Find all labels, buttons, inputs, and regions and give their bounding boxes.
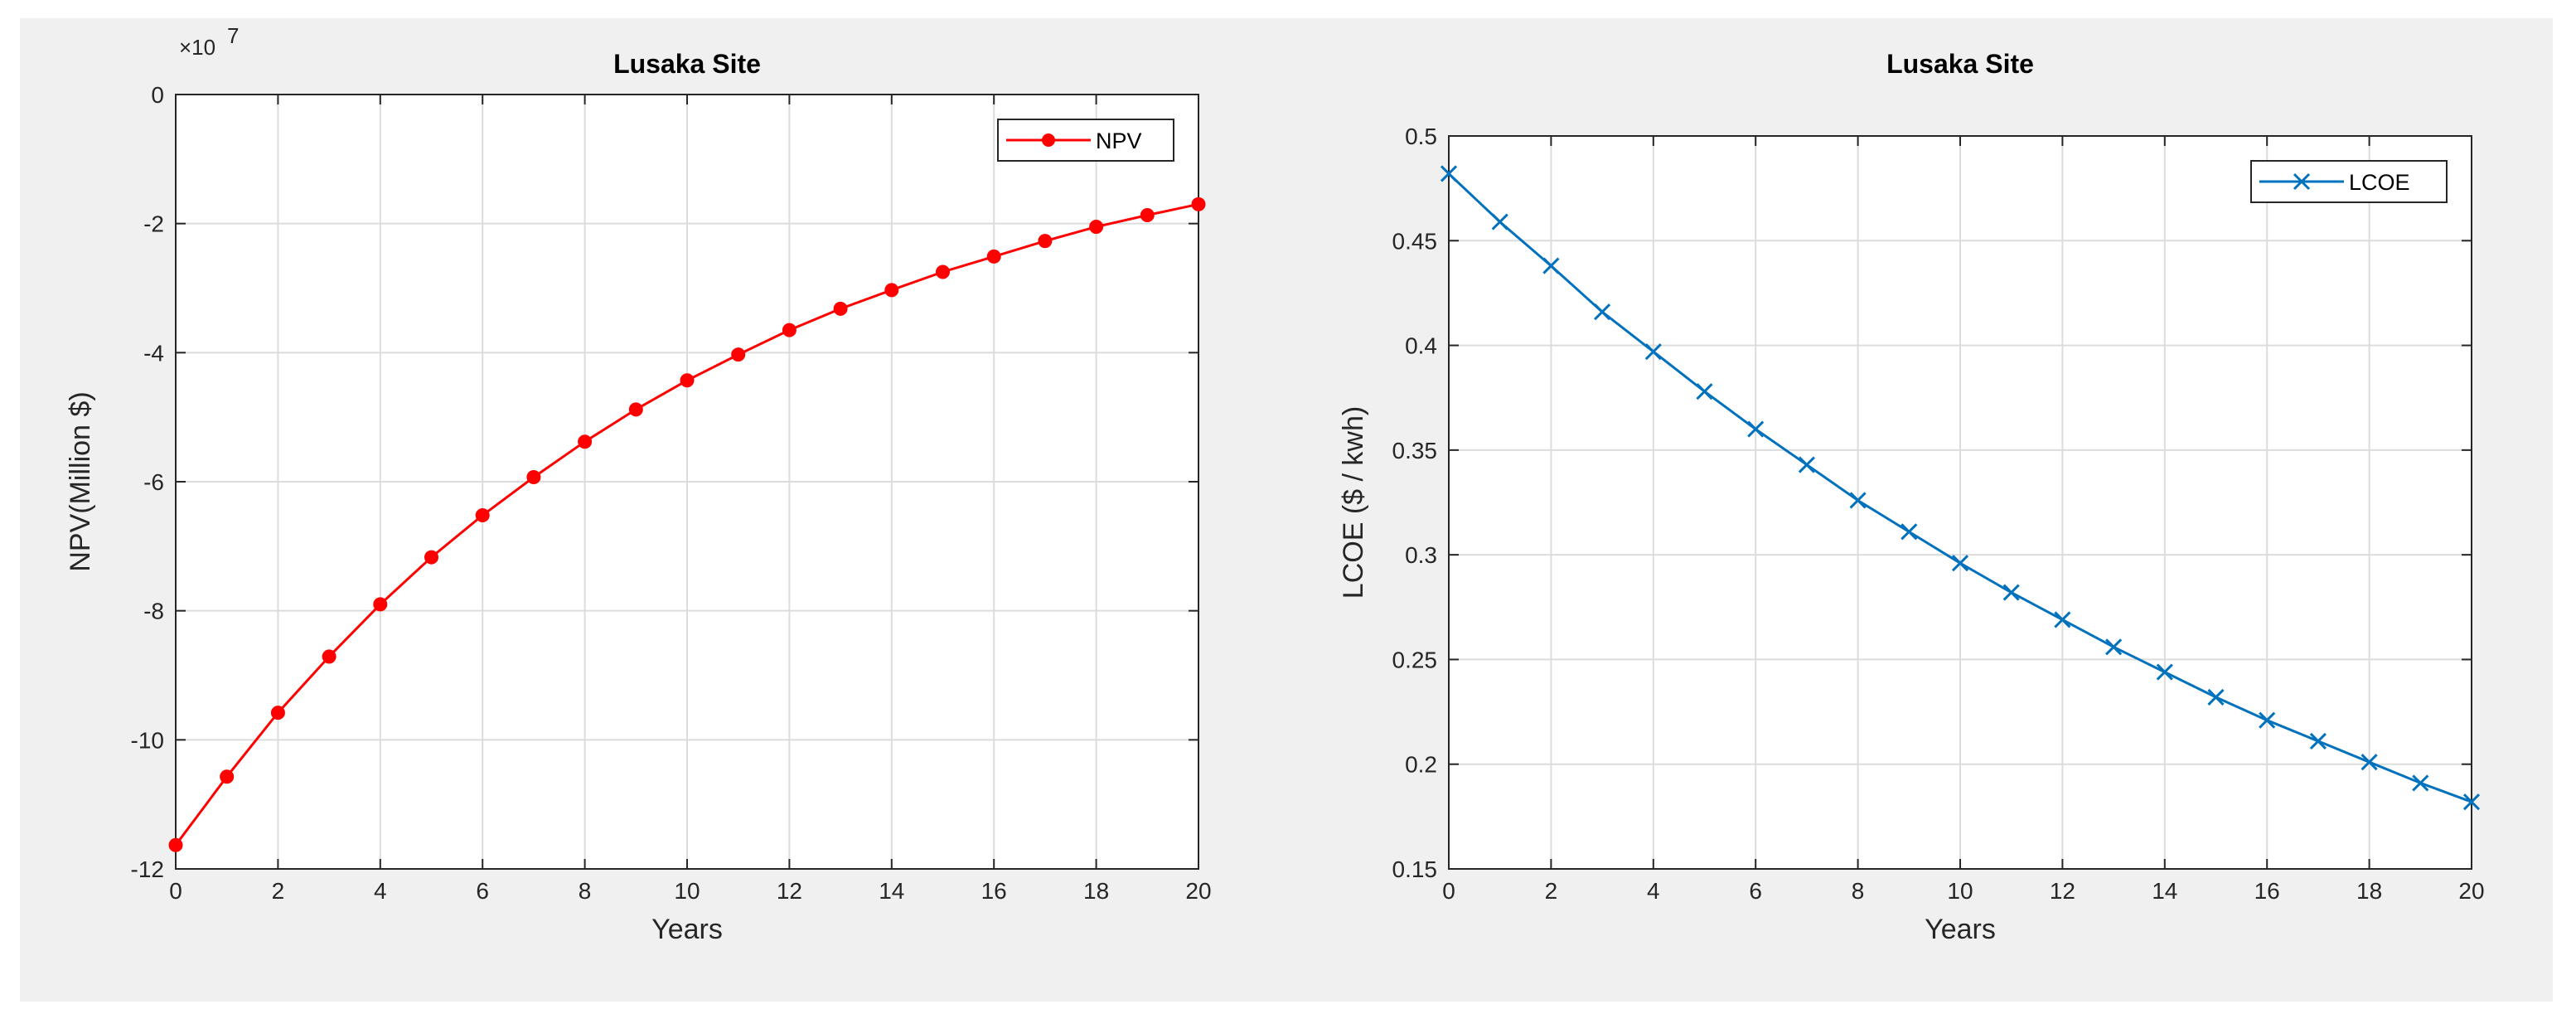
chart-1-x-tick-label: 14: [879, 878, 904, 904]
chart-1-title: Lusaka Site: [613, 49, 761, 79]
chart-2-y-tick-label: 0.25: [1392, 647, 1438, 672]
chart-1-data-point: [322, 649, 337, 664]
chart-1-y-tick-label: -8: [143, 599, 164, 624]
chart-2-legend-label: LCOE: [2349, 170, 2410, 195]
chart-1-y-exponent-label: ×10: [179, 35, 215, 60]
chart-1-x-tick-label: 8: [579, 878, 592, 904]
chart-1-data-point: [1191, 196, 1206, 211]
chart-2-data-point: [1696, 383, 1713, 400]
chart-2-data-point: [2309, 732, 2327, 750]
chart-1-data-point: [526, 470, 541, 485]
chart-1-y-exponent-power: 7: [227, 23, 239, 48]
chart-2-data-point: [2156, 663, 2173, 681]
chart-1-legend-label: NPV: [1096, 129, 1142, 153]
chart-2-y-axis-label: LCOE ($ / kwh): [1338, 406, 1369, 599]
chart-1-y-tick-label: -6: [143, 469, 164, 495]
chart-2-x-tick-label: 4: [1647, 878, 1660, 904]
chart-1-x-tick-label: 12: [777, 878, 802, 904]
chart-2-data-point: [2207, 688, 2225, 706]
chart-1-x-tick-label: 10: [674, 878, 700, 904]
chart-1-data-point: [986, 249, 1001, 264]
chart-1-y-tick-label: -12: [131, 856, 164, 882]
chart-2-data-point: [1798, 456, 1815, 473]
chart-1-data-point: [1140, 208, 1155, 223]
chart-2-x-tick-label: 6: [1749, 878, 1762, 904]
chart-2-data-point: [2259, 711, 2276, 729]
chart-1-x-axis-label: Years: [651, 914, 723, 945]
chart-2-y-tick-label: 0.5: [1405, 124, 1437, 149]
chart-1-x-tick-label: 0: [169, 878, 182, 904]
chart-1-data-point: [680, 373, 695, 388]
chart-2-y-tick-label: 0.45: [1392, 228, 1438, 254]
chart-2: 0 2 4 6 8 10 12 14 16 18 20 0.15 0.2 0.25 0.3 0.35 0.4 0.…: [1338, 49, 2485, 945]
chart-1-data-point: [833, 301, 848, 316]
chart-2-data-point: [1491, 213, 1508, 230]
chart-2-x-tick-label: 16: [2254, 878, 2280, 904]
chart-1-y-tick-label: -2: [143, 211, 164, 237]
chart-2-y-tick-label: 0.4: [1405, 333, 1437, 359]
chart-1-x-tick-label: 2: [272, 878, 285, 904]
chart-1-data-point: [373, 597, 388, 612]
chart-2-data-point: [1542, 257, 1560, 274]
chart-1-data-point: [731, 347, 746, 362]
chart-2-data-point: [1747, 420, 1765, 438]
chart-1-data-point: [884, 283, 899, 298]
chart-2-y-tick-label: 0.35: [1392, 438, 1438, 463]
chart-1-y-tick-label: -4: [143, 340, 164, 366]
chart-1-data-point: [424, 550, 438, 565]
chart-1-y-axis-label: NPV(Million $): [65, 391, 96, 571]
chart-2-data-point: [1849, 492, 1867, 509]
chart-2-data-point: [1901, 523, 1918, 541]
chart-2-data-point: [2462, 793, 2481, 811]
chart-2-x-axis-label: Years: [1925, 914, 1996, 945]
chart-1-data-point: [578, 434, 593, 449]
chart-1-data-point: [936, 264, 950, 279]
chart-1-data-point: [168, 837, 183, 852]
chart-2-data-point: [1440, 165, 1458, 182]
chart-2-data-point: [2054, 611, 2071, 628]
chart-2-x-tick-label: 12: [2050, 878, 2075, 904]
chart-2-x-tick-label: 20: [2458, 878, 2484, 904]
chart-2-legend-marker: [2293, 172, 2311, 191]
chart-1-y-tick-label: -10: [131, 727, 164, 753]
chart-2-data-point: [1644, 343, 1662, 361]
chart-1-x-tick-label: 16: [981, 878, 1007, 904]
chart-1-data-point: [475, 507, 490, 522]
chart-1-x-tick-label: 4: [374, 878, 387, 904]
chart-2-x-tick-label: 2: [1545, 878, 1558, 904]
chart-1-y-tick-label: 0: [151, 82, 164, 108]
chart-2-x-tick-label: 8: [1852, 878, 1865, 904]
chart-2-x-tick-label: 10: [1947, 878, 1973, 904]
chart-1-data-point: [628, 402, 643, 417]
chart-2-data-point: [2105, 638, 2123, 656]
chart-1-data-point: [220, 769, 235, 784]
chart-1-x-tick-label: 18: [1083, 878, 1109, 904]
chart-1-x-tick-label: 20: [1185, 878, 1211, 904]
chart-1-legend-marker: [1042, 133, 1055, 147]
chart-1-data-point: [1038, 234, 1053, 249]
chart-1-data-point: [1089, 220, 1104, 235]
chart-1-data-point: [270, 706, 285, 720]
chart-2-y-tick-label: 0.3: [1405, 542, 1437, 568]
chart-2-x-tick-label: 14: [2152, 878, 2177, 904]
chart-2-y-tick-label: 0.2: [1405, 752, 1437, 778]
chart-2-x-tick-label: 18: [2356, 878, 2382, 904]
chart-2-title: Lusaka Site: [1886, 49, 2034, 79]
chart-1: 0 2 4 6 8 10 12 14 16 18 20 0 -2 -4 -6 -8 -10 -12 Lusaka S…: [65, 23, 1212, 945]
chart-2-data-point: [1594, 303, 1611, 321]
figure-window: 0 2 4 6 8 10 12 14 16 18 20 0 -2 -4 -6 -8 -10 -12 Lusaka S…: [20, 18, 2553, 1002]
chart-1-data-point: [782, 323, 797, 337]
chart-2-data-point: [2002, 584, 2020, 601]
chart-1-x-tick-label: 6: [476, 878, 489, 904]
chart-2-y-tick-label: 0.15: [1392, 856, 1438, 882]
chart-2-x-tick-label: 0: [1442, 878, 1455, 904]
chart-2-data-point: [2361, 754, 2378, 771]
chart-2-data-point: [1951, 555, 1969, 572]
chart-2-data-point: [2412, 774, 2429, 792]
